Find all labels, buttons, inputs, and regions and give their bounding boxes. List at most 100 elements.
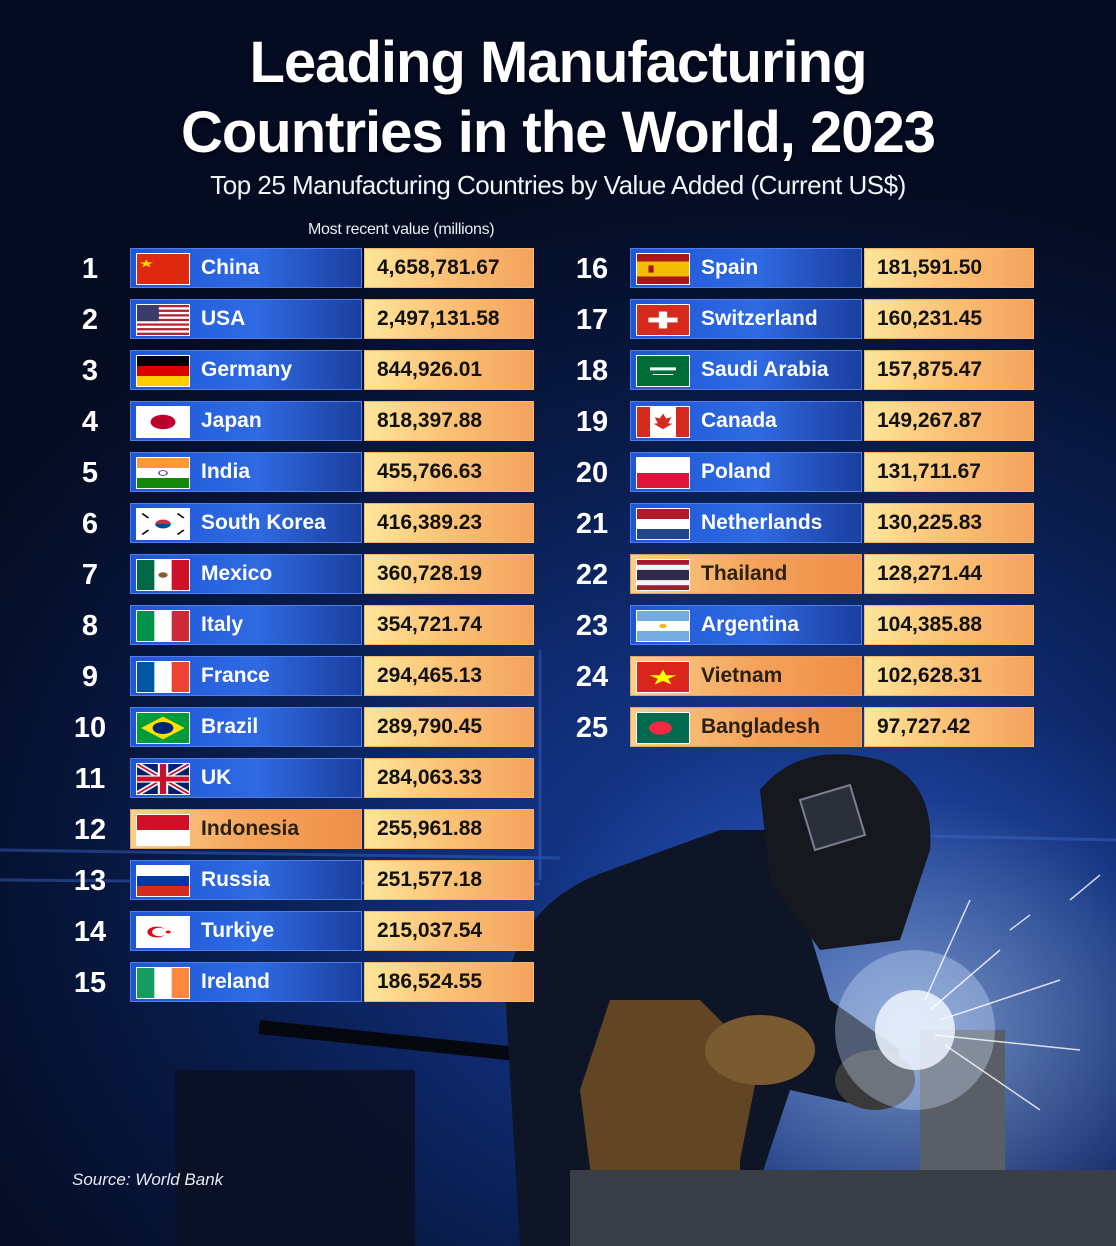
value-cell: 455,766.63 [364,452,534,492]
rank-number: 6 [81,508,99,540]
value-label: 2,497,131.58 [377,307,500,330]
rank-number: 16 [575,253,609,285]
country-name: Ireland [201,970,270,993]
value-label: 97,727.42 [877,715,971,738]
thailand-flag-icon [636,559,690,591]
table-row: 13 Russia 251,577.18 [0,860,1116,902]
country-cell: India [130,452,362,492]
chart-subtitle: Top 25 Manufacturing Countries by Value … [210,170,906,200]
country-name: Netherlands [701,511,823,534]
welding-glow [835,950,995,1110]
value-cell: 255,961.88 [364,809,534,849]
value-label: 186,524.55 [377,970,483,993]
france-flag-icon [136,661,190,693]
country-name: UK [201,766,232,789]
value-cell: 844,926.01 [364,350,534,390]
mexico-flag-icon [136,559,190,591]
country-name: Mexico [201,562,273,585]
table-row: 3 Germany 844,926.01 [0,350,1116,392]
value-cell: 149,267.87 [864,401,1034,441]
value-cell: 128,271.44 [864,554,1034,594]
country-cell: Spain [630,248,862,288]
country-name: Canada [701,409,777,432]
table-row: 12 Indonesia 255,961.88 [0,809,1116,851]
rank-number: 12 [73,814,107,846]
country-cell: Switzerland [630,299,862,339]
switzerland-flag-icon [636,304,690,336]
country-cell: Canada [630,401,862,441]
country-cell: Russia [130,860,362,900]
country-name: Brazil [201,715,259,738]
hose [258,1020,559,1066]
country-name: Bangladesh [701,715,821,738]
value-cell: 97,727.42 [864,707,1034,747]
value-label: 255,961.88 [377,817,483,840]
value-cell: 2,497,131.58 [364,299,534,339]
japan-flag-icon [136,406,190,438]
value-cell: 4,658,781.67 [364,248,534,288]
table-row: 18 Saudi Arabia 157,875.47 [0,350,1116,392]
value-cell: 130,225.83 [864,503,1034,543]
turkiye-flag-icon [136,916,190,948]
value-label: 128,271.44 [877,562,983,585]
country-name: Japan [201,409,262,432]
table-row: 9 France 294,465.13 [0,656,1116,698]
spain-flag-icon [636,253,690,285]
rank-number: 24 [575,661,609,693]
table-row: 15 Ireland 186,524.55 [0,962,1116,1004]
indonesia-flag-icon [136,814,190,846]
country-name: USA [201,307,246,330]
value-label: 284,063.33 [377,766,483,789]
table-row: 16 Spain 181,591.50 [0,248,1116,290]
country-cell: Vietnam [630,656,862,696]
country-cell: Bangladesh [630,707,862,747]
table-row: 22 Thailand 128,271.44 [0,554,1116,596]
canada-flag-icon [636,406,690,438]
country-name: Argentina [701,613,800,636]
usa-flag-icon [136,304,190,336]
country-cell: Saudi Arabia [630,350,862,390]
table-row: 8 Italy 354,721.74 [0,605,1116,647]
value-label: 215,037.54 [377,919,483,942]
sparks [924,874,1101,1111]
country-name: Vietnam [701,664,783,687]
country-cell: Indonesia [130,809,362,849]
welding-flash [875,990,955,1070]
table-row: 1 China 4,658,781.67 [0,248,1116,290]
value-label: 289,790.45 [377,715,483,738]
rank-number: 15 [73,967,107,999]
chart-title-line-2: Countries in the World, 2023 [180,100,936,165]
rank-number: 21 [575,508,609,540]
rank-number: 8 [81,610,99,642]
value-label: 131,711.67 [877,460,981,483]
source-note: Source: World Bank [72,1170,224,1189]
country-cell: Poland [630,452,862,492]
value-cell: 160,231.45 [864,299,1034,339]
netherlands-flag-icon [636,508,690,540]
value-label: 818,397.88 [377,409,483,432]
italy-flag-icon [136,610,190,642]
rank-number: 18 [575,355,609,387]
value-label: 455,766.63 [377,460,483,483]
uk-flag-icon [136,763,190,795]
work-table [570,1170,1116,1246]
value-label: 4,658,781.67 [377,256,500,279]
country-name: Turkiye [201,919,275,942]
table-row: 10 Brazil 289,790.45 [0,707,1116,749]
welder-glove-right [835,1050,915,1110]
value-label: 416,389.23 [377,511,483,534]
value-label: 844,926.01 [377,358,483,381]
workbench-left [175,1070,415,1246]
country-name: France [201,664,270,687]
rank-number: 20 [575,457,609,489]
rank-number: 25 [575,712,609,744]
country-name: Poland [701,460,772,483]
rank-number: 7 [81,559,99,591]
value-cell: 416,389.23 [364,503,534,543]
value-label: 294,465.13 [377,664,483,687]
rank-number: 3 [81,355,99,387]
value-cell: 354,721.74 [364,605,534,645]
country-name: Germany [201,358,293,381]
country-cell: Argentina [630,605,862,645]
